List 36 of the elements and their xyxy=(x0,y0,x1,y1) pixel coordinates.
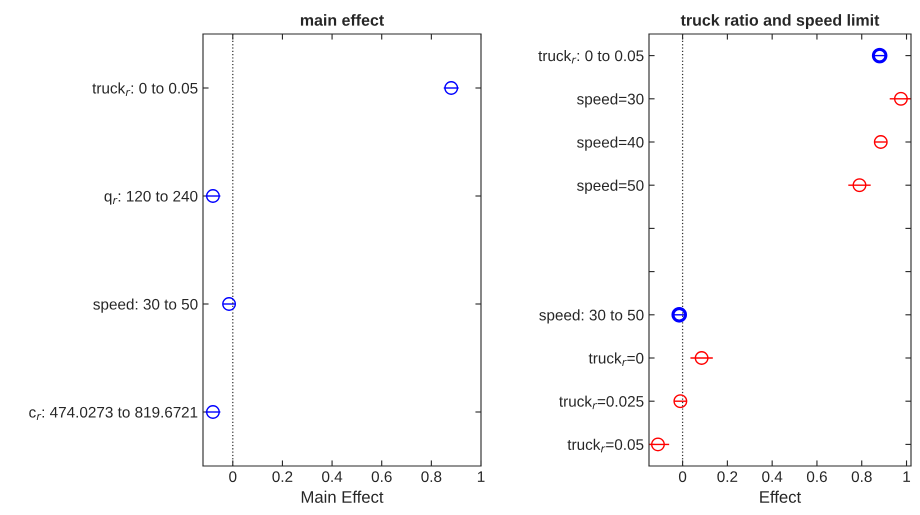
x-axis-title: Effect xyxy=(760,490,802,503)
x-tick-label: 0.6 xyxy=(372,471,392,482)
point xyxy=(874,135,888,149)
point xyxy=(651,437,665,452)
y-tick-label: speed=40 xyxy=(577,136,644,151)
x-tick-label: 0.4 xyxy=(762,471,782,482)
x-tick-label: 1 xyxy=(903,471,910,482)
x-tick-label: 0.6 xyxy=(806,471,827,482)
x-tick-label: 1 xyxy=(478,471,485,482)
point xyxy=(671,307,688,323)
chart-title: truck ratio and speed limit xyxy=(680,14,880,29)
y-tick-label: truck$_{r}$: 0 to 0.05 xyxy=(538,50,644,64)
x-tick-label: 0 xyxy=(229,471,236,482)
y-tick-label: truck$_{r}$: 0 to 0.05 xyxy=(92,82,198,96)
y-tick-label: speed=50 xyxy=(577,180,644,194)
x-tick-label: 0.2 xyxy=(272,471,292,482)
x-tick-label: 0.8 xyxy=(421,471,442,482)
x-tick-label: 0.8 xyxy=(852,471,872,482)
x-axis-title: Main Effect xyxy=(302,490,384,503)
y-tick-label: speed=30 xyxy=(577,93,644,108)
y-tick-label: truck$_{r}$=0 xyxy=(588,352,644,366)
x-tick-label: 0 xyxy=(678,471,686,482)
point xyxy=(673,394,688,408)
point xyxy=(852,178,866,192)
x-tick-label: 0.2 xyxy=(717,471,738,482)
point xyxy=(894,92,908,106)
y-tick-label: q$_{r}$: 120 to 240 xyxy=(104,190,198,205)
y-tick-label: speed: 30 to 50 xyxy=(539,309,644,324)
chart-title: main effect xyxy=(300,14,384,26)
y-tick-label: speed: 30 to 50 xyxy=(93,298,198,313)
point xyxy=(872,48,888,64)
y-tick-label: truck$_{r}$=0.05 xyxy=(568,438,644,452)
y-tick-label: c$_{r}$: 474.0273 to 819.6721 xyxy=(29,406,198,420)
point xyxy=(694,351,709,365)
x-tick-label: 0.4 xyxy=(322,471,342,482)
y-tick-label: truck$_{r}$=0.025 xyxy=(559,396,644,410)
